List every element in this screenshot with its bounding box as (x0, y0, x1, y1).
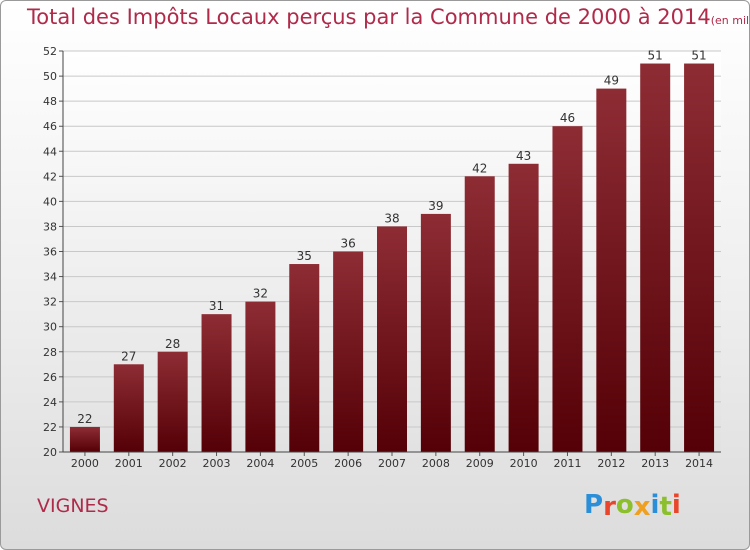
y-tick-label: 50 (43, 70, 57, 83)
data-label: 39 (428, 199, 443, 213)
bar (289, 264, 320, 452)
x-tick-label: 2001 (115, 457, 143, 470)
y-tick-label: 28 (43, 346, 57, 359)
bar (113, 364, 144, 452)
data-label: 22 (77, 412, 92, 426)
data-label: 49 (604, 74, 619, 88)
bar (508, 163, 539, 452)
data-label: 51 (691, 49, 706, 63)
logo-letter: P (584, 490, 604, 520)
x-tick-label: 2010 (510, 457, 538, 470)
x-tick-label: 2006 (334, 457, 362, 470)
x-tick-label: 2008 (422, 457, 450, 470)
bar (596, 88, 627, 452)
x-tick-label: 2003 (203, 457, 231, 470)
x-tick-label: 2011 (553, 457, 581, 470)
y-tick-label: 20 (43, 446, 57, 459)
y-tick-label: 38 (43, 220, 57, 233)
logo-letter: i (650, 490, 660, 520)
chart-unit-label: (en milliers d'€) (710, 14, 750, 27)
x-tick-label: 2009 (466, 457, 494, 470)
y-tick-label: 32 (43, 296, 57, 309)
bar (157, 351, 188, 452)
y-tick-label: 40 (43, 195, 57, 208)
logo-letter: t (659, 492, 672, 522)
y-tick-label: 26 (43, 371, 57, 384)
x-tick-label: 2012 (597, 457, 625, 470)
y-tick-label: 34 (43, 271, 57, 284)
logo-letter: i (671, 490, 681, 520)
logo-letter: x (633, 492, 651, 522)
chart-title: Total des Impôts Locaux perçus par la Co… (27, 5, 750, 29)
y-tick-label: 24 (43, 396, 57, 409)
y-tick-label: 22 (43, 421, 57, 434)
chart-title-text: Total des Impôts Locaux perçus par la Co… (27, 5, 711, 29)
x-tick-label: 2014 (685, 457, 713, 470)
bar (333, 251, 364, 452)
y-tick-label: 48 (43, 95, 57, 108)
logo-letter: o (615, 490, 634, 520)
bar (552, 126, 583, 452)
data-label: 51 (648, 49, 663, 63)
data-label: 38 (384, 211, 399, 225)
y-tick-label: 30 (43, 321, 57, 334)
x-tick-label: 2013 (641, 457, 669, 470)
data-label: 32 (253, 287, 268, 301)
x-tick-label: 2000 (71, 457, 99, 470)
bar (201, 314, 232, 452)
bar (245, 301, 276, 452)
bar (377, 226, 407, 452)
y-tick-label: 42 (43, 170, 57, 183)
proxiti-logo: Proxiti (584, 490, 681, 522)
x-tick-label: 2002 (159, 457, 187, 470)
bar (640, 63, 671, 452)
data-label: 42 (472, 161, 487, 175)
data-label: 43 (516, 149, 531, 163)
x-tick-label: 2005 (290, 457, 318, 470)
commune-name: VIGNES (37, 495, 109, 517)
y-tick-label: 52 (43, 45, 57, 58)
bar-chart: 20 22 24 26 28 30 32 34 36 38 40 42 44 46 48 50 52 22 2000… (43, 45, 721, 470)
data-label: 27 (121, 349, 136, 363)
bar (684, 63, 715, 452)
data-label: 46 (560, 111, 575, 125)
data-label: 28 (165, 337, 180, 351)
y-tick-label: 46 (43, 120, 57, 133)
x-tick-label: 2004 (246, 457, 274, 470)
bar (69, 426, 100, 452)
bar (464, 176, 495, 452)
data-label: 35 (297, 249, 312, 263)
logo-letter: r (603, 492, 616, 522)
y-tick-label: 44 (43, 145, 57, 158)
y-tick-label: 36 (43, 246, 57, 259)
data-label: 36 (340, 237, 355, 251)
bar (420, 213, 451, 452)
x-tick-label: 2007 (378, 457, 406, 470)
data-label: 31 (209, 299, 224, 313)
